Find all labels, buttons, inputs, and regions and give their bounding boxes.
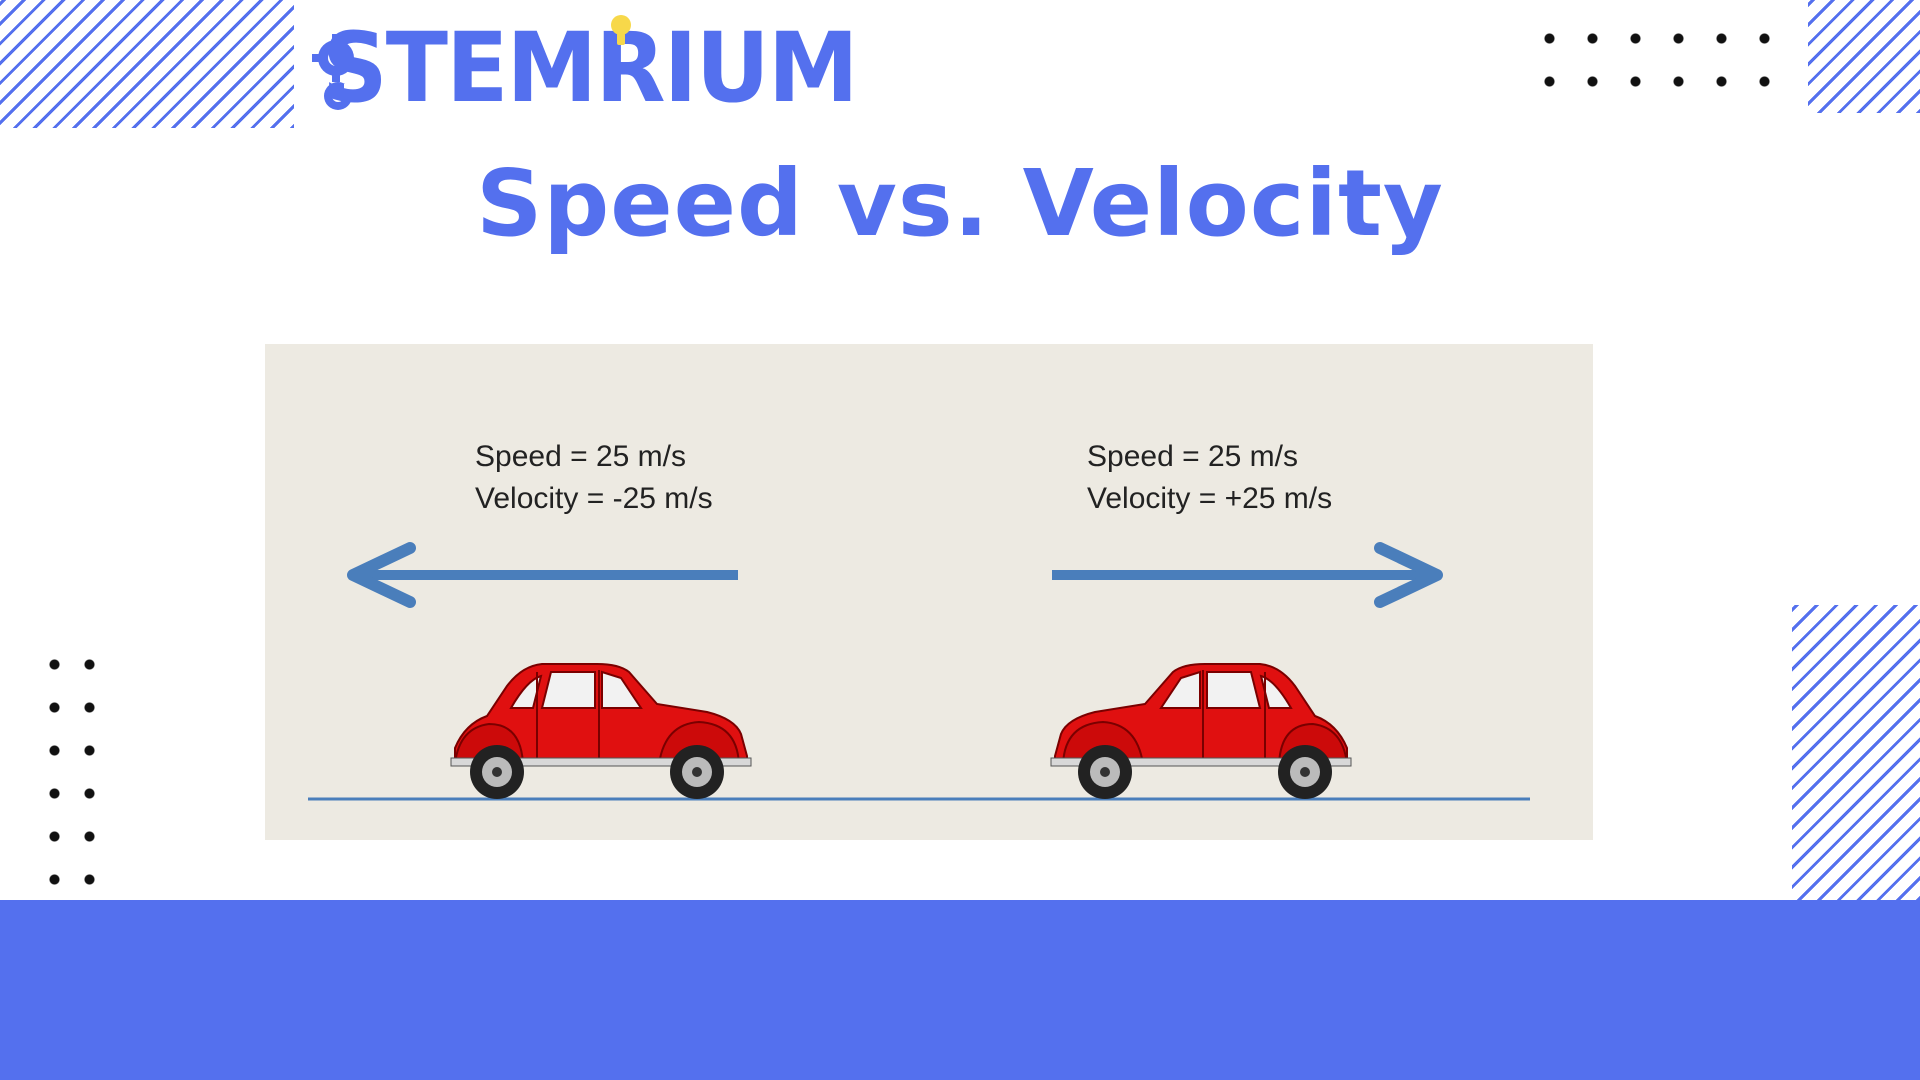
diagram-graphics bbox=[308, 542, 1530, 801]
right-car-icon bbox=[1050, 663, 1352, 800]
page-title: Speed vs. Velocity bbox=[476, 150, 1444, 257]
left-velocity-label: Velocity = -25 m/s bbox=[475, 482, 713, 515]
right-arrow-icon bbox=[1052, 542, 1443, 608]
speed-velocity-diagram: Speed = 25 m/s Velocity = -25 m/s Speed … bbox=[265, 344, 1593, 840]
right-velocity-label: Velocity = +25 m/s bbox=[1087, 482, 1333, 515]
decorative-dots-left bbox=[37, 643, 107, 901]
gear-icon bbox=[312, 34, 358, 110]
left-car-labels: Speed = 25 m/s Velocity = -25 m/s bbox=[475, 436, 713, 520]
logo-text: STEMRIUM bbox=[322, 12, 859, 124]
decorative-stripes-right bbox=[1792, 605, 1920, 900]
decorative-stripes-top-right bbox=[1808, 0, 1920, 113]
decorative-stripes-top-left bbox=[0, 0, 294, 128]
lightbulb-icon bbox=[611, 15, 631, 45]
right-speed-label: Speed = 25 m/s bbox=[1087, 440, 1298, 473]
right-car-labels: Speed = 25 m/s Velocity = +25 m/s bbox=[1087, 436, 1332, 520]
left-arrow-icon bbox=[347, 542, 738, 608]
footer-band bbox=[0, 900, 1920, 1080]
left-speed-label: Speed = 25 m/s bbox=[475, 440, 686, 473]
decorative-dots-top bbox=[1528, 17, 1786, 102]
left-car-icon bbox=[450, 663, 752, 800]
